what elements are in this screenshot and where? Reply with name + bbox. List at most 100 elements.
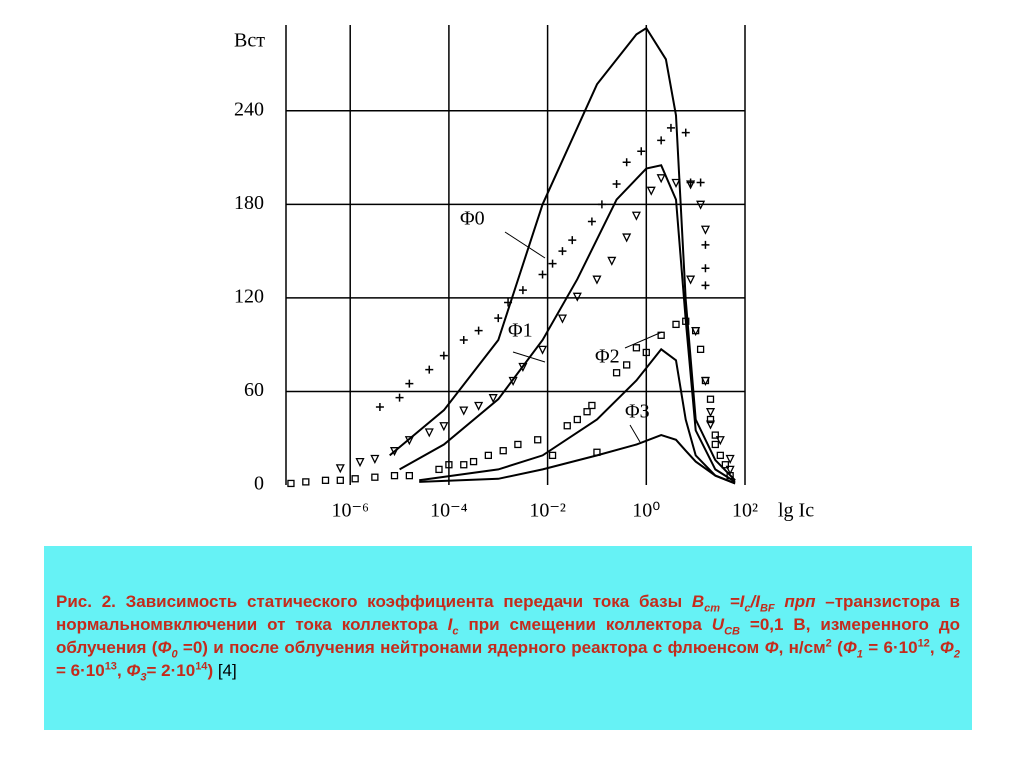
plus-marker <box>597 200 606 209</box>
plus-marker <box>622 158 631 167</box>
square-marker <box>696 345 705 353</box>
square-marker <box>460 461 468 469</box>
triangle-marker <box>424 428 434 438</box>
plus-marker <box>701 264 710 273</box>
triangle-marker <box>656 174 666 184</box>
plus-marker <box>474 326 483 335</box>
plus-marker <box>538 270 547 279</box>
caption-text: = 6·10 <box>862 638 918 657</box>
curve <box>399 164 736 483</box>
square-marker <box>706 395 715 403</box>
triangle-marker <box>725 454 735 464</box>
caption-text: U <box>711 615 725 634</box>
plus-marker <box>701 240 710 249</box>
plus-marker <box>696 178 705 187</box>
square-marker <box>405 471 414 480</box>
plus-marker <box>375 403 384 412</box>
curve <box>419 347 736 485</box>
square-marker <box>583 408 591 416</box>
caption-text: 0 <box>171 648 178 661</box>
plus-marker <box>425 365 434 374</box>
square-marker <box>657 331 665 339</box>
x-tick-label: 10⁰ <box>632 500 660 522</box>
caption-text: =0,1 В, измеренного до облучения ( <box>56 615 960 657</box>
square-marker <box>593 448 601 456</box>
caption-ref: [4] <box>217 661 237 680</box>
caption-text: 2 <box>953 648 960 661</box>
triangle-marker <box>696 200 706 210</box>
triangle-marker <box>370 454 380 464</box>
square-marker <box>701 376 710 385</box>
chart: Bст lg Ic 0 60 120 180 240 10⁻⁶ 10⁻⁴ 10⁻² 10⁰ 10²… <box>234 25 814 522</box>
triangle-marker <box>404 436 414 446</box>
triangle-marker <box>705 408 716 418</box>
caption-text: Φ <box>939 638 954 657</box>
square-marker <box>682 317 690 325</box>
plus-marker <box>395 393 404 402</box>
y-tick-label: 120 <box>234 285 264 307</box>
caption-text: B <box>691 592 705 611</box>
caption-text: BF <box>759 602 775 615</box>
y-axis-label: Bст <box>234 30 265 52</box>
caption-text: прп <box>784 592 816 611</box>
caption-text: при смещении коллектора <box>458 615 712 634</box>
leader-line <box>629 424 641 443</box>
plus-marker <box>504 298 513 307</box>
triangle-marker <box>686 180 696 190</box>
plus-marker <box>612 180 621 189</box>
curve-label: Φ1 <box>508 320 533 342</box>
plus-marker <box>666 123 675 132</box>
triangle-marker <box>572 292 582 302</box>
triangle-marker <box>459 406 469 416</box>
caption-text: 2 <box>825 637 832 650</box>
triangle-marker <box>474 401 484 411</box>
square-marker <box>484 451 493 460</box>
triangle-marker <box>518 362 528 372</box>
square-marker <box>623 361 631 369</box>
caption-text: =0) и после облучения нейтронами ядерног… <box>177 638 765 657</box>
triangle-marker <box>725 465 735 475</box>
triangle-marker <box>607 256 617 266</box>
caption-text: CB <box>724 625 740 638</box>
caption-text: ( <box>831 638 843 657</box>
square-marker <box>711 440 719 449</box>
caption-text: , н/см <box>778 638 826 657</box>
curve-label: Φ2 <box>595 346 620 368</box>
curve <box>419 434 736 485</box>
triangle-marker <box>715 436 725 446</box>
plus-marker <box>568 236 577 245</box>
square-marker <box>573 415 581 424</box>
caption-text: Φ <box>764 638 779 657</box>
caption-text: 14 <box>195 660 208 673</box>
triangle-marker <box>646 186 656 196</box>
caption-text: 12 <box>917 637 930 650</box>
square-marker <box>351 475 359 483</box>
triangle-marker <box>705 420 716 430</box>
square-marker <box>390 471 399 480</box>
triangle-marker <box>355 457 365 468</box>
square-marker <box>336 476 344 484</box>
square-marker <box>711 431 719 439</box>
caption-text: cm <box>704 602 720 615</box>
plus-marker <box>494 314 503 323</box>
plus-marker <box>459 335 468 344</box>
square-marker <box>371 473 379 481</box>
triangle-marker <box>622 233 632 243</box>
x-tick-label: 10⁻⁶ <box>331 500 369 522</box>
triangle-marker <box>389 447 400 457</box>
caption-text: = 2·10 <box>146 661 196 680</box>
leader-line <box>504 231 546 259</box>
caption-text: c <box>744 602 751 615</box>
leader-line <box>512 351 546 363</box>
square-marker <box>563 422 571 430</box>
square-marker <box>469 457 478 466</box>
triangle-marker <box>537 345 548 355</box>
caption: Рис. 2. Зависимость статического коэффиц… <box>44 546 972 730</box>
leader-line <box>624 331 663 349</box>
square-marker <box>514 440 522 449</box>
square-marker <box>499 447 507 455</box>
square-marker <box>692 326 700 335</box>
x-tick-label: 10² <box>732 500 758 522</box>
square-marker <box>321 476 330 484</box>
